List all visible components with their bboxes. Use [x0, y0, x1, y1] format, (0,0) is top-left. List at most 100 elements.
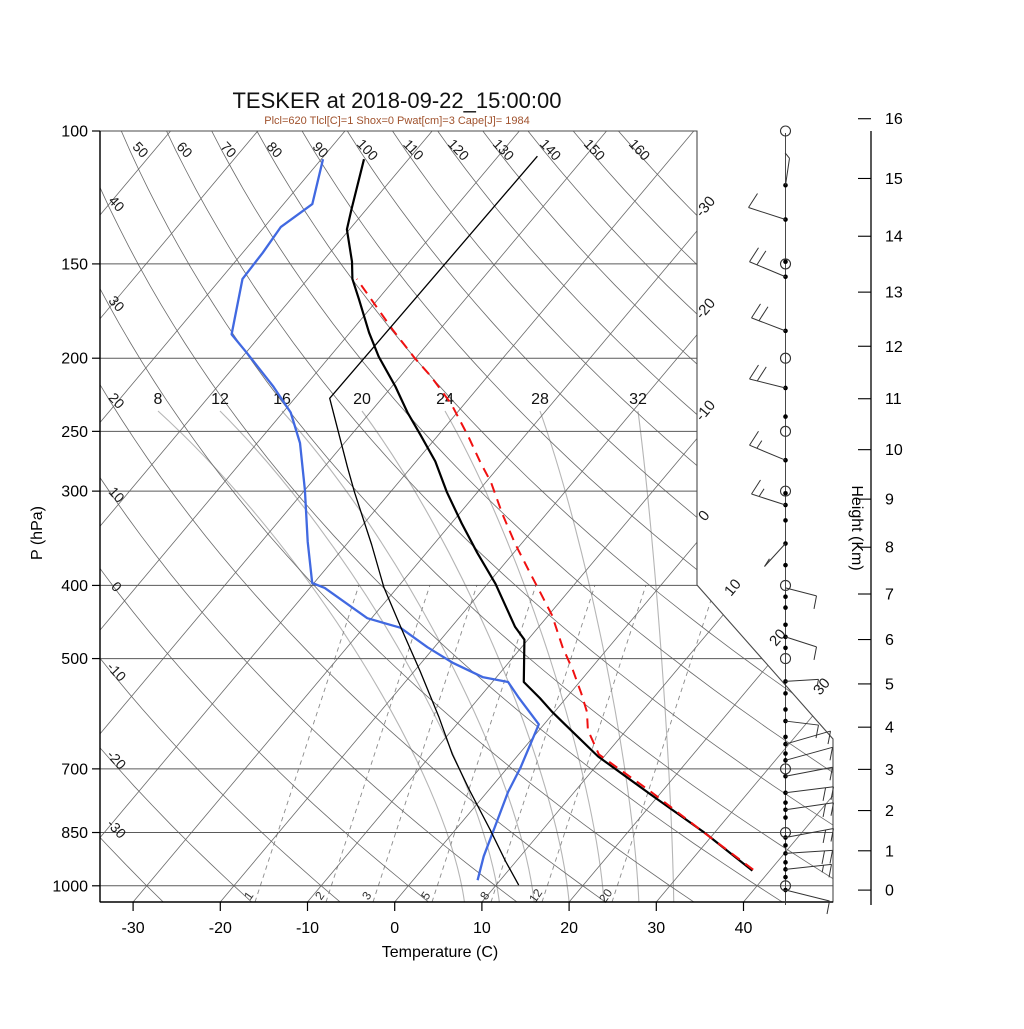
pressure-tick-label: 1000 [52, 878, 88, 895]
wind-barb-column [749, 126, 834, 914]
dry-adiabat-label-top: 100 [354, 136, 382, 164]
wind-level-dot [783, 458, 788, 463]
wind-barb [750, 431, 786, 460]
temperature-tick-label: -30 [122, 920, 145, 937]
dry-adiabat-line [302, 131, 1024, 902]
dry-adiabat-label-top: 140 [537, 136, 565, 164]
dry-adiabat-label-left: -10 [104, 659, 130, 685]
dry-adiabat-line [0, 131, 340, 902]
pressure-tick-label: 250 [61, 424, 88, 441]
wind-level-dot [783, 843, 788, 848]
height-tick-label: 12 [885, 339, 903, 356]
moist-adiabat-label: 20 [353, 391, 371, 408]
isotherm-line [482, 131, 1024, 902]
pressure-tick-label: 200 [61, 351, 88, 368]
temperature-axis-title: Temperature (C) [382, 944, 498, 961]
height-tick-label: 10 [885, 442, 903, 459]
wind-level-dot [783, 594, 788, 599]
isotherm-line [0, 131, 432, 902]
temperature-tick-label: -20 [209, 920, 232, 937]
height-tick-label: 2 [885, 803, 894, 820]
moist-adiabat-label: 8 [154, 391, 163, 408]
height-axis-title: Height (Km) [848, 485, 865, 570]
dry-adiabat-label-top: 130 [490, 136, 518, 164]
wind-level-dot [783, 800, 788, 805]
dry-adiabat-label-top: 90 [309, 138, 331, 160]
pressure-grid [100, 131, 833, 886]
mixing-ratio-label: 3 [359, 889, 374, 903]
wind-level-dot [783, 622, 788, 627]
temperature-tick-label: 40 [735, 920, 753, 937]
wind-level-dot [783, 735, 788, 740]
dry-adiabat-label-top: 160 [626, 136, 654, 164]
wind-level-dot [783, 259, 788, 264]
dry-adiabat-line [167, 131, 959, 902]
dry-adiabat-label-left: 0 [108, 578, 125, 595]
dry-adiabat-line [121, 131, 870, 902]
moist-adiabat-line [638, 411, 674, 902]
mixing-ratio-label: 1 [241, 889, 256, 903]
dry-adiabat-label-top: 150 [581, 136, 609, 164]
height-tick-label: 11 [885, 391, 902, 408]
height-tick-label: 14 [885, 229, 903, 246]
height-tick-label: 5 [885, 676, 894, 693]
dry-adiabat-label-top: 70 [217, 138, 239, 160]
isotherm-line [0, 131, 171, 902]
wind-barb [750, 365, 786, 388]
mixing-ratio-label: 8 [477, 889, 492, 903]
dry-adiabat-line [0, 131, 163, 902]
dry-adiabat-label-top: 120 [445, 136, 473, 164]
moist-adiabat-label: 28 [531, 391, 549, 408]
moist-adiabat-label: 24 [436, 391, 454, 408]
height-tick-label: 3 [885, 762, 894, 779]
dry-adiabat-line [0, 131, 605, 902]
pressure-tick-label: 500 [61, 651, 88, 668]
wind-barb [750, 248, 786, 277]
wind-level-dot [783, 518, 788, 523]
mixing-ratio-line [612, 585, 716, 902]
height-tick-label: 13 [885, 285, 903, 302]
pressure-tick-label: 850 [61, 825, 88, 842]
wind-barb [786, 828, 834, 842]
isotherm-label: 30 [810, 675, 834, 699]
moist-adiabat-line [282, 411, 534, 902]
isotherm-label: -10 [692, 397, 719, 425]
wind-level-dot [783, 491, 788, 496]
temperature-tick-label: 10 [473, 920, 491, 937]
isotherm-line [569, 131, 1024, 902]
height-tick-label: 8 [885, 540, 894, 557]
mixing-ratio-label: 2 [312, 889, 327, 903]
isotherm-label: -20 [692, 295, 719, 323]
height-tick-label: 6 [885, 632, 894, 649]
wind-barb [786, 747, 833, 760]
mixing-ratio-label: 5 [418, 889, 433, 903]
height-tick-label: 1 [885, 843, 894, 860]
moist-adiabat-label: 12 [211, 391, 229, 408]
dry-adiabat-line [212, 131, 1024, 902]
dry-adiabat-label-left: 40 [105, 192, 127, 214]
height-tick-label: 7 [885, 587, 894, 604]
isotherm-label: 10 [721, 576, 745, 600]
pressure-tick-label: 700 [61, 761, 88, 778]
dewpoint-curve [232, 159, 539, 880]
isotherm-line [656, 131, 1024, 902]
isotherm-line [0, 131, 519, 902]
temperature-tick-label: 30 [647, 920, 665, 937]
dry-adiabat-label-left: 30 [105, 292, 127, 314]
chart-subtitle-indices: Plcl=620 Tlcl[C]=1 Shox=0 Pwat[cm]=3 Cap… [264, 115, 529, 127]
chart-title: TESKER at 2018-09-22_15:00:00 [232, 88, 561, 113]
wind-level-dot [783, 605, 788, 610]
pressure-tick-label: 400 [61, 578, 88, 595]
mixing-ratio-line [326, 585, 430, 902]
temperature-tick-label: 0 [390, 920, 399, 937]
dry-adiabat-label-top: 80 [263, 138, 285, 160]
wind-barb [786, 864, 832, 877]
wind-barb [752, 304, 786, 331]
wind-level-dot [783, 563, 788, 568]
dry-adiabat-label-top: 60 [173, 138, 195, 160]
wind-level-dot [783, 860, 788, 865]
isotherm-line [220, 131, 868, 902]
moist-adiabat-line [158, 411, 464, 902]
